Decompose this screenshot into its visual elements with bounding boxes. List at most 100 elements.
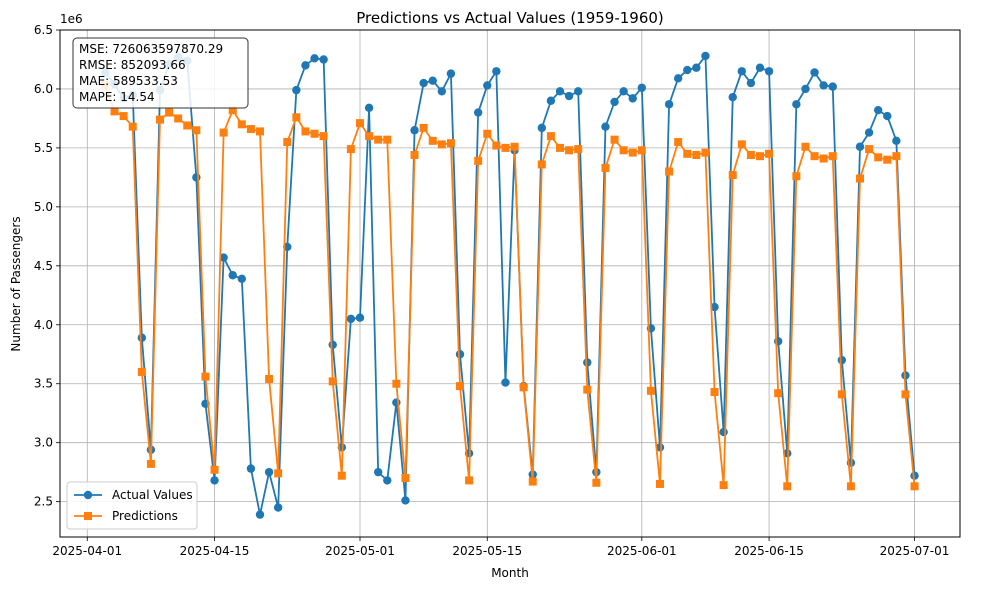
data-point-actual-values [637, 83, 647, 92]
data-point-predictions [783, 482, 792, 491]
data-point-predictions [592, 478, 601, 487]
data-point-actual-values [610, 97, 619, 107]
data-point-predictions [837, 390, 846, 399]
data-point-predictions [365, 132, 374, 141]
data-point-predictions [637, 146, 646, 155]
y-tick-label: 6.5 [34, 23, 53, 37]
data-point-actual-values [855, 142, 865, 151]
data-point-predictions [137, 367, 146, 376]
data-point-actual-values [446, 69, 456, 78]
data-point-actual-values [473, 108, 483, 117]
data-point-actual-values [501, 378, 510, 387]
data-point-predictions [819, 154, 828, 163]
data-point-actual-values [628, 94, 637, 103]
data-point-predictions [419, 123, 428, 132]
y-tick-label: 5.0 [34, 200, 53, 214]
data-point-predictions [619, 146, 628, 155]
data-point-actual-values [583, 358, 592, 367]
data-point-predictions [510, 142, 519, 151]
data-point-predictions [737, 140, 746, 149]
data-point-predictions [892, 152, 901, 161]
data-point-predictions [556, 143, 564, 152]
data-point-predictions [265, 375, 274, 384]
y-offset-label: 1e6 [60, 12, 83, 26]
data-point-actual-values [355, 313, 365, 322]
data-point-predictions [165, 108, 174, 117]
data-point-predictions [828, 152, 837, 161]
data-point-actual-values [810, 68, 819, 77]
data-point-predictions [301, 127, 310, 136]
data-point-actual-values [801, 84, 810, 94]
series-predictions [101, 81, 919, 491]
data-point-actual-values [664, 100, 674, 109]
legend-label-predictions: Predictions [112, 509, 178, 523]
data-point-predictions [128, 122, 137, 131]
data-point-predictions [219, 128, 228, 137]
data-point-actual-values [401, 496, 410, 505]
data-point-actual-values [137, 333, 147, 342]
data-point-actual-values [601, 122, 610, 131]
data-point-predictions [446, 139, 455, 148]
data-point-predictions [192, 126, 201, 135]
legend-marker-actual [83, 490, 93, 500]
data-point-actual-values [892, 136, 901, 146]
data-point-predictions [883, 155, 892, 164]
data-point-actual-values [419, 78, 428, 88]
data-point-actual-values [828, 82, 837, 91]
y-tick-label: 4.0 [34, 318, 53, 332]
data-point-actual-values [483, 81, 492, 90]
data-point-predictions [119, 112, 128, 121]
data-point-predictions [292, 113, 301, 122]
y-tick-label: 4.5 [34, 259, 53, 273]
data-point-actual-values [428, 76, 437, 85]
y-tick-label: 3.0 [34, 436, 53, 450]
data-point-actual-values [319, 55, 328, 64]
data-point-predictions [865, 145, 874, 154]
data-point-predictions [565, 146, 574, 155]
x-tick-label: 2025-05-15 [452, 544, 522, 558]
y-tick-label: 2.5 [34, 495, 53, 509]
data-point-predictions [537, 160, 546, 169]
data-point-predictions [437, 140, 446, 149]
data-point-predictions [401, 474, 410, 483]
data-point-predictions [383, 135, 392, 144]
data-point-predictions [710, 387, 719, 396]
x-tick-label: 2025-04-01 [52, 544, 122, 558]
data-point-actual-values [273, 503, 283, 512]
data-point-predictions [456, 382, 464, 391]
y-tick-label: 6.0 [34, 82, 53, 96]
data-point-actual-values [783, 449, 792, 458]
data-point-predictions [856, 174, 864, 183]
data-point-actual-values [455, 350, 465, 359]
data-point-predictions [801, 142, 810, 151]
data-point-predictions [628, 148, 637, 157]
data-point-predictions [237, 120, 246, 129]
data-point-actual-values [737, 67, 747, 76]
stats-rmse: RMSE: 852093.66 [79, 58, 186, 72]
data-point-predictions [183, 121, 192, 130]
y-tick-label: 5.5 [34, 141, 53, 155]
x-axis-label: Month [491, 566, 529, 580]
data-point-actual-values [364, 103, 374, 113]
data-point-actual-values [546, 96, 556, 105]
data-point-actual-values [346, 314, 356, 324]
data-point-actual-values [192, 173, 201, 182]
data-point-predictions [528, 477, 537, 486]
data-point-predictions [410, 150, 419, 159]
data-point-predictions [346, 145, 355, 154]
data-point-predictions [156, 115, 164, 124]
data-point-actual-values [237, 274, 247, 283]
stats-mae: MAE: 589533.53 [79, 74, 178, 88]
data-point-actual-values [328, 340, 337, 350]
data-point-predictions [901, 390, 910, 399]
data-point-predictions [774, 389, 783, 398]
data-point-actual-values [873, 105, 883, 115]
data-point-predictions [665, 167, 674, 176]
stats-mse: MSE: 726063597870.29 [79, 42, 223, 56]
data-point-actual-values [219, 253, 228, 262]
y-tick-label: 3.5 [34, 377, 53, 391]
data-point-predictions [601, 163, 610, 172]
data-point-predictions [646, 386, 655, 395]
data-point-predictions [583, 385, 592, 394]
